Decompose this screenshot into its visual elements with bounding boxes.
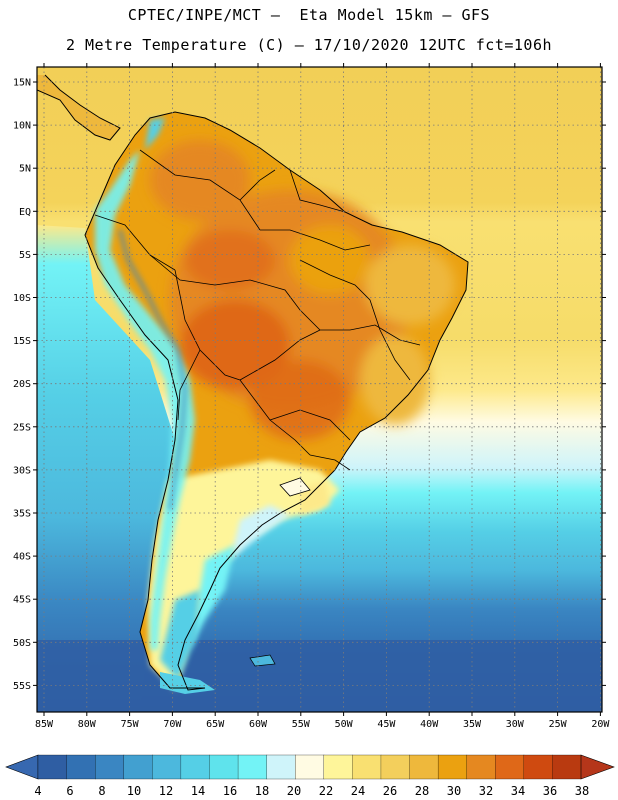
colorbar-label: 24 [351,784,365,798]
lat-label: 10N [13,121,31,132]
colorbar-label: 12 [159,784,173,798]
lon-label: 45W [377,719,396,730]
colorbar-swatch [523,754,553,780]
southern-ocean-field [37,640,602,712]
colorbar-labels: 4 6 8 10 12 14 16 18 20 22 24 26 28 30 32 34 36 38 [34,784,589,798]
lon-label: 80W [78,719,97,730]
map-frame [36,66,603,713]
latitude-labels: 15N 10N 5N EQ 5S 10S 15S 20S 25S 30S 35S 40S 45S 50S 5… [13,78,31,692]
lat-label: 45S [13,595,31,606]
country-borders [94,149,421,471]
lat-label: 30S [13,465,31,476]
colorbar-swatch [323,754,353,780]
colorbar-swatch [466,754,496,780]
pacific-ocean-field [37,225,175,712]
colorbar-label: 6 [66,784,73,798]
colorbar-label: 34 [511,784,525,798]
lat-label: 15N [13,78,31,89]
colorbar-label: 4 [34,784,41,798]
lon-label: 65W [206,719,225,730]
colorbar-swatch [209,754,239,780]
lon-label: 30W [506,719,525,730]
colorbar-swatch [380,754,410,780]
colorbar-swatch [352,754,382,780]
lat-label: EQ [19,207,31,218]
lon-label: 70W [163,719,182,730]
lon-label: 40W [420,719,439,730]
colorbar-swatch [437,754,468,780]
southern-cone-field [148,460,340,690]
colorbar-label: 10 [127,784,141,798]
lon-label: 60W [249,719,268,730]
colorbar-swatch [95,754,125,780]
colorbar-swatch [152,754,182,780]
colorbar-label: 28 [415,784,429,798]
colorbar-label: 26 [383,784,397,798]
colorbar [5,754,615,780]
colorbar-label: 20 [287,784,301,798]
colorbar-swatch [266,754,296,780]
colorbar-over-arrow [580,754,615,780]
lat-label: 55S [13,681,31,692]
lat-label: 35S [13,509,31,520]
colorbar-label: 18 [255,784,269,798]
colorbar-swatch [123,754,153,780]
colorbar-label: 38 [575,784,589,798]
colorbar-swatch [37,754,68,780]
colorbar-swatch [295,754,325,780]
lon-label: 85W [35,719,54,730]
colorbar-swatch [180,754,210,780]
colorbar-swatch [237,754,268,780]
colorbar-swatch [552,754,582,780]
lat-label: 20S [13,379,31,390]
colorbar-label: 14 [191,784,205,798]
colorbar-under-arrow [5,754,39,780]
colorbar-label: 30 [447,784,461,798]
colorbar-label: 16 [223,784,237,798]
andes-cold-strip [95,150,195,650]
lon-label: 50W [335,719,354,730]
map-title-line1: CPTEC/INPE/MCT – Eta Model 15km – GFS [127,6,491,24]
colorbar-label: 8 [98,784,105,798]
lat-label: 15S [13,336,31,347]
colorbar-label: 22 [319,784,333,798]
colorbar-label: 36 [543,784,557,798]
longitude-labels: 85W 80W 75W 70W 65W 60W 55W 50W 45W 40W 35W 30W 25W 2… [35,719,610,730]
lat-label: 50S [13,638,31,649]
map-title-line2: 2 Metre Temperature (C) – 17/10/2020 12U… [65,36,553,54]
lon-label: 55W [292,719,311,730]
central-america-landmass [37,75,120,140]
lat-label: 25S [13,422,31,433]
axis-ticks [33,63,606,716]
colorbar-label: 32 [479,784,493,798]
map-field [37,67,602,712]
lat-label: 5N [19,164,31,175]
lat-label: 5S [19,250,31,261]
lon-label: 20W [591,719,610,730]
lat-label: 40S [13,552,31,563]
colorbar-swatch [409,754,439,780]
lon-label: 35W [463,719,482,730]
lat-label: 10S [13,293,31,304]
colorbar-swatch [495,754,525,780]
colorbar-swatch [66,754,96,780]
lon-label: 75W [121,719,140,730]
lon-label: 25W [549,719,568,730]
